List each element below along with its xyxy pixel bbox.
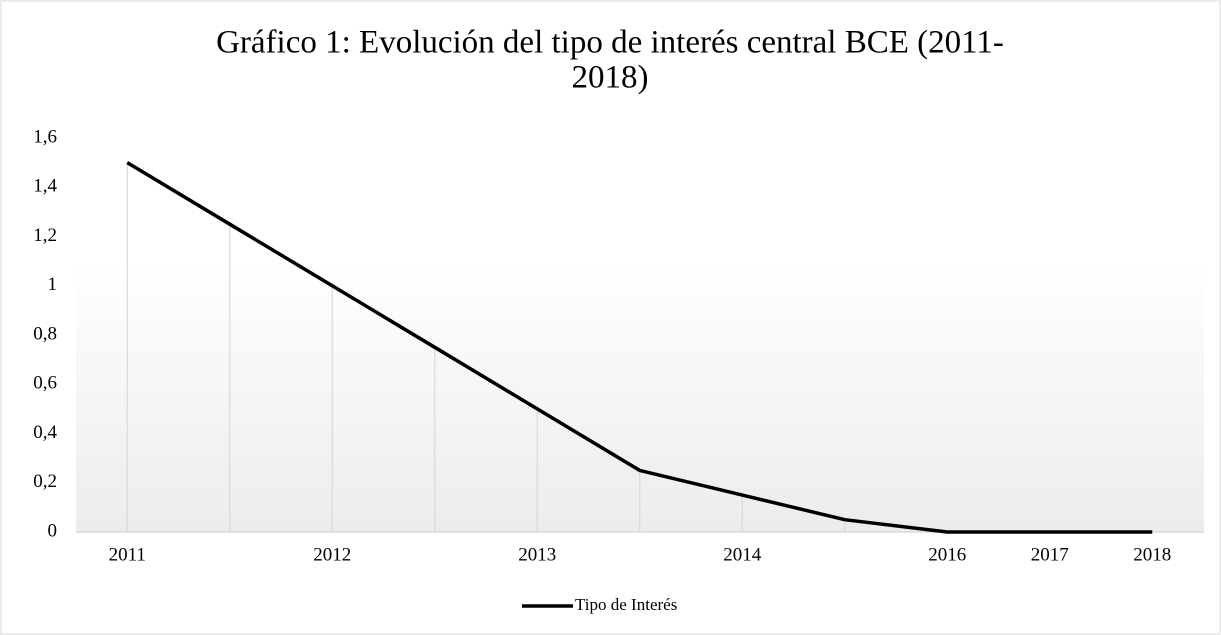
x-tick-label: 2014 (723, 544, 762, 565)
chart-title: Gráfico 1: Evolución del tipo de interés… (216, 25, 1004, 61)
legend-label: Tipo de Interés (575, 595, 677, 614)
y-tick-label: 1,2 (33, 225, 57, 246)
y-tick-label: 1 (48, 274, 58, 295)
x-tick-label: 2012 (313, 544, 351, 565)
y-tick-label: 1,4 (33, 176, 57, 197)
y-tick-label: 0,4 (33, 422, 57, 443)
x-tick-label: 2013 (518, 544, 556, 565)
y-tick-label: 0 (48, 520, 58, 541)
y-tick-label: 0,2 (33, 471, 57, 492)
x-tick-label: 2011 (109, 544, 146, 565)
x-tick-label: 2018 (1133, 544, 1171, 565)
chart-title: 2018) (572, 60, 649, 96)
y-tick-label: 1,6 (33, 126, 57, 147)
x-tick-label: 2017 (1031, 544, 1069, 565)
y-tick-label: 0,8 (33, 323, 57, 344)
series-line (126, 161, 1153, 534)
x-tick-label: 2016 (928, 544, 966, 565)
y-tick-label: 0,6 (33, 373, 57, 394)
